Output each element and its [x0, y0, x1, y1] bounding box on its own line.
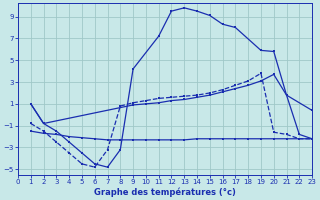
X-axis label: Graphe des températures (°c): Graphe des températures (°c)	[94, 187, 236, 197]
